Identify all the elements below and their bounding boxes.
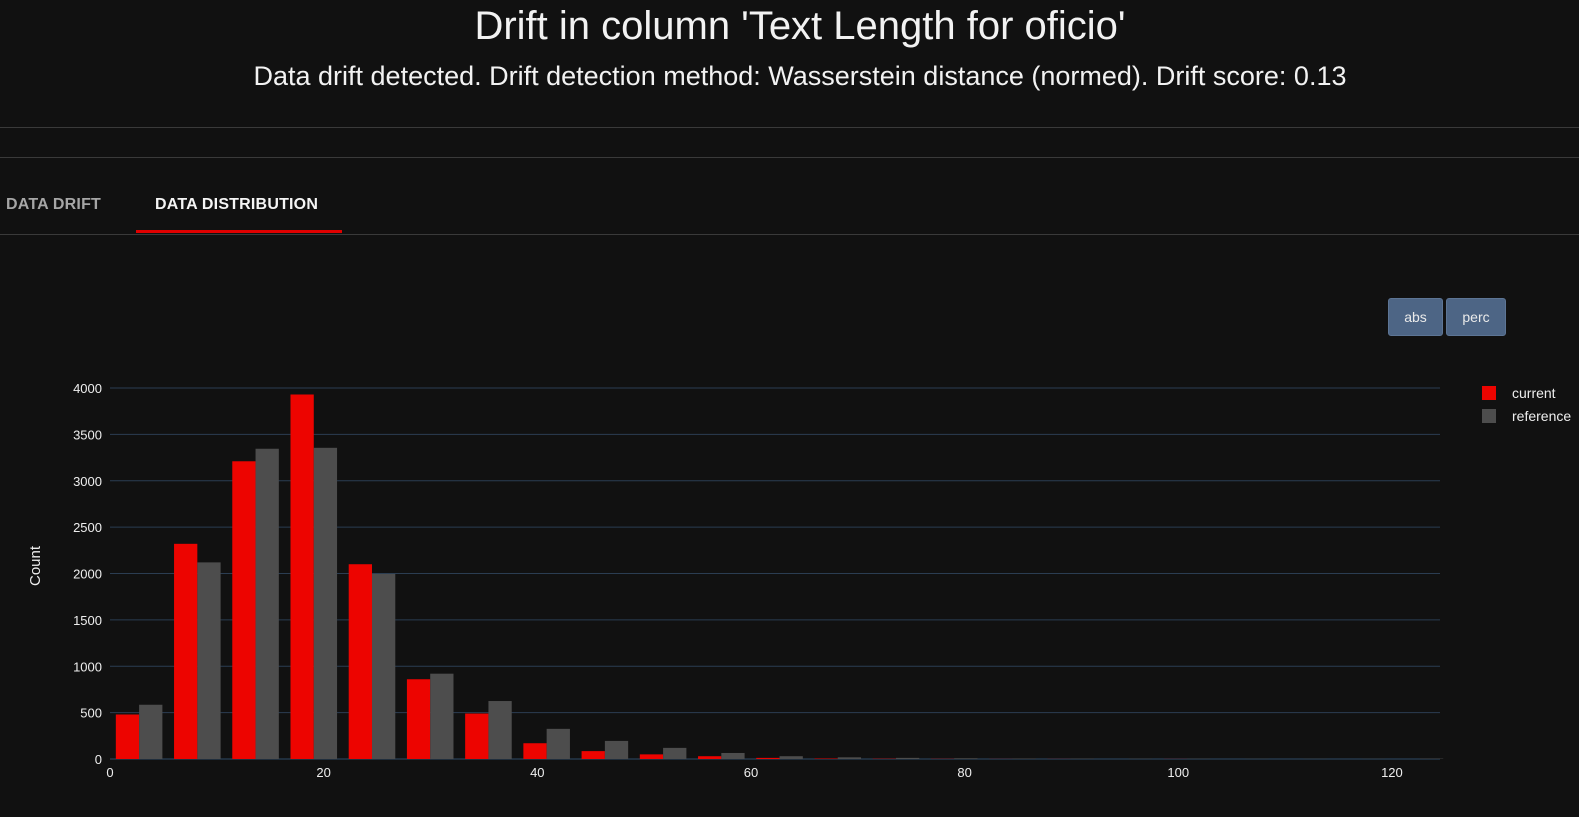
y-tick-label: 1500 bbox=[73, 613, 102, 628]
divider bbox=[0, 157, 1579, 158]
chart-legend[interactable]: current reference bbox=[1482, 385, 1571, 424]
legend-swatch-current bbox=[1482, 386, 1496, 400]
active-tab-indicator bbox=[136, 230, 342, 233]
bar-reference[interactable] bbox=[371, 573, 396, 759]
y-tick-label: 2000 bbox=[73, 567, 102, 582]
bar-current[interactable] bbox=[290, 394, 314, 759]
bar-current[interactable] bbox=[523, 743, 547, 759]
x-tick-label: 80 bbox=[957, 765, 971, 780]
y-axis-title: Count bbox=[27, 545, 44, 586]
bar-current[interactable] bbox=[406, 679, 431, 759]
y-tick-label: 0 bbox=[95, 752, 102, 767]
bar-reference[interactable] bbox=[488, 701, 512, 759]
bar-reference[interactable] bbox=[663, 747, 687, 759]
chart-bars bbox=[115, 394, 1444, 759]
bar-reference[interactable] bbox=[139, 704, 163, 759]
bar-current[interactable] bbox=[348, 564, 372, 759]
tabs-divider bbox=[0, 234, 1579, 235]
x-axis-ticks: 0 20 40 60 80 100 120 bbox=[106, 765, 1402, 780]
bar-reference[interactable] bbox=[837, 757, 862, 759]
divider bbox=[0, 127, 1579, 128]
bar-reference[interactable] bbox=[313, 447, 338, 759]
x-tick-label: 120 bbox=[1381, 765, 1403, 780]
bar-reference[interactable] bbox=[604, 740, 629, 759]
perc-button[interactable]: perc bbox=[1446, 298, 1506, 336]
y-axis-ticks: 0 500 1000 1500 2000 2500 3000 3500 4000 bbox=[73, 381, 102, 767]
tab-data-drift[interactable]: DATA DRIFT bbox=[6, 196, 102, 213]
page-title: Drift in column 'Text Length for oficio' bbox=[474, 4, 1126, 48]
bar-reference[interactable] bbox=[721, 752, 745, 759]
x-tick-label: 0 bbox=[106, 765, 113, 780]
bar-current[interactable] bbox=[639, 754, 664, 759]
y-tick-label: 4000 bbox=[73, 381, 102, 396]
x-tick-label: 40 bbox=[530, 765, 544, 780]
bar-reference[interactable] bbox=[954, 758, 978, 759]
bar-current[interactable] bbox=[698, 756, 722, 759]
y-tick-label: 3500 bbox=[73, 427, 102, 442]
tab-data-distribution[interactable]: DATA DISTRIBUTION bbox=[155, 196, 319, 213]
x-tick-label: 60 bbox=[744, 765, 758, 780]
y-tick-label: 1000 bbox=[73, 659, 102, 674]
bar-current[interactable] bbox=[465, 713, 489, 759]
legend-swatch-reference bbox=[1482, 409, 1496, 423]
bar-current[interactable] bbox=[115, 714, 140, 759]
bar-current[interactable] bbox=[174, 543, 198, 759]
y-tick-label: 2500 bbox=[73, 520, 102, 535]
bar-reference[interactable] bbox=[430, 673, 454, 759]
drift-summary: Data drift detected. Drift detection met… bbox=[253, 61, 1347, 91]
bar-current[interactable] bbox=[581, 751, 605, 759]
bar-reference[interactable] bbox=[895, 757, 920, 759]
y-tick-label: 500 bbox=[80, 706, 102, 721]
y-tick-label: 3000 bbox=[73, 474, 102, 489]
legend-label-reference: reference bbox=[1512, 408, 1571, 424]
bar-reference[interactable] bbox=[546, 728, 570, 759]
bar-current[interactable] bbox=[232, 461, 256, 759]
bar-current[interactable] bbox=[756, 757, 780, 759]
abs-button[interactable]: abs bbox=[1388, 298, 1443, 336]
bar-reference[interactable] bbox=[255, 448, 279, 759]
x-tick-label: 100 bbox=[1167, 765, 1189, 780]
bar-reference[interactable] bbox=[197, 562, 221, 759]
x-tick-label: 20 bbox=[316, 765, 330, 780]
legend-label-current: current bbox=[1512, 385, 1556, 401]
bar-reference[interactable] bbox=[779, 756, 803, 759]
